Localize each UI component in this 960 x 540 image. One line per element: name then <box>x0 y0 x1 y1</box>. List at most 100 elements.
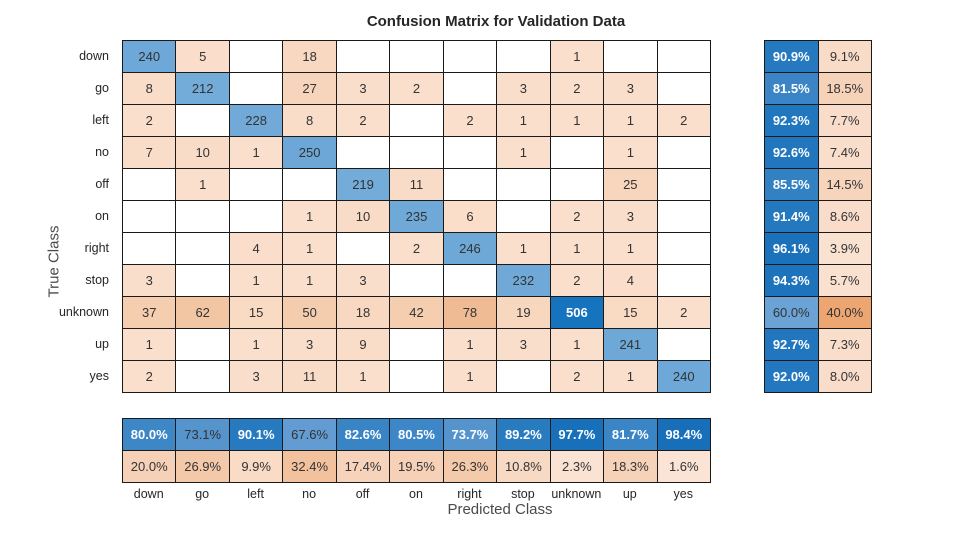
column-summary-cell: 73.1% <box>176 419 230 451</box>
row-summary-cell: 7.4% <box>818 137 872 169</box>
matrix-cell: 1 <box>497 105 551 137</box>
matrix-cell: 3 <box>283 329 337 361</box>
matrix-cell <box>390 329 444 361</box>
row-summary-cell: 92.3% <box>765 105 819 137</box>
matrix-cell: 1 <box>283 233 337 265</box>
matrix-cell <box>176 329 230 361</box>
matrix-cell <box>657 41 711 73</box>
matrix-cell: 1 <box>604 233 658 265</box>
x-axis-label: Predicted Class <box>447 501 553 518</box>
matrix-cell: 1 <box>550 329 605 361</box>
matrix-cell: 2 <box>550 361 605 393</box>
matrix-cell: 25 <box>604 169 658 201</box>
matrix-cell <box>497 169 551 201</box>
matrix-cell: 506 <box>550 297 605 329</box>
matrix-cell: 4 <box>604 265 658 297</box>
row-summary-cell: 8.0% <box>818 361 872 393</box>
row-summary-grid: 90.9% 9.1% 81.5% 18.5% 92.3% 7.7% 92.6% 7.4% 85.… <box>764 40 872 393</box>
matrix-cell: 240 <box>123 41 177 73</box>
row-summary-cell: 92.6% <box>765 137 819 169</box>
matrix-cell: 1 <box>497 137 551 169</box>
column-summary-cell: 10.8% <box>497 451 551 483</box>
matrix-cell: 15 <box>229 297 284 329</box>
column-tick-label: down <box>133 486 164 501</box>
matrix-cell: 3 <box>336 73 391 105</box>
matrix-cell: 37 <box>123 297 177 329</box>
matrix-cell: 11 <box>390 169 444 201</box>
matrix-cell: 3 <box>604 201 658 233</box>
column-tick-label: right <box>457 486 482 501</box>
matrix-cell: 1 <box>229 265 284 297</box>
row-summary-cell: 85.5% <box>765 169 819 201</box>
matrix-cell: 1 <box>176 169 230 201</box>
column-summary-cell: 32.4% <box>283 451 337 483</box>
matrix-cell <box>123 201 177 233</box>
column-tick-label: unknown <box>551 486 602 501</box>
column-summary-cell: 81.7% <box>604 419 658 451</box>
matrix-cell <box>657 233 711 265</box>
matrix-cell: 18 <box>336 297 391 329</box>
column-summary-cell: 98.4% <box>657 419 711 451</box>
matrix-cell: 219 <box>336 169 391 201</box>
matrix-cell: 3 <box>604 73 658 105</box>
row-summary-cell: 96.1% <box>765 233 819 265</box>
matrix-cell: 3 <box>229 361 284 393</box>
column-summary-cell: 26.3% <box>443 451 498 483</box>
matrix-cell: 15 <box>604 297 658 329</box>
column-tick-label: go <box>195 486 210 501</box>
matrix-cell <box>176 361 230 393</box>
matrix-cell: 1 <box>229 137 284 169</box>
column-summary-cell: 26.9% <box>176 451 230 483</box>
matrix-cell: 2 <box>123 105 177 137</box>
column-summary-cell: 80.5% <box>390 419 444 451</box>
column-summary-cell: 20.0% <box>123 451 177 483</box>
matrix-cell <box>657 201 711 233</box>
matrix-cell: 246 <box>443 233 498 265</box>
column-tick-label: on <box>409 486 423 501</box>
matrix-cell <box>336 137 391 169</box>
column-tick-label: off <box>355 486 370 501</box>
matrix-cell: 2 <box>443 105 498 137</box>
row-summary-cell: 7.3% <box>818 329 872 361</box>
column-summary-cell: 97.7% <box>550 419 605 451</box>
matrix-cell <box>657 137 711 169</box>
matrix-cell <box>443 73 498 105</box>
matrix-cell <box>497 201 551 233</box>
matrix-cell <box>336 41 391 73</box>
matrix-cell <box>550 169 605 201</box>
matrix-cell <box>657 73 711 105</box>
row-tick-label: unknown <box>58 305 109 319</box>
row-summary-cell: 5.7% <box>818 265 872 297</box>
column-summary-cell: 17.4% <box>336 451 391 483</box>
matrix-cell: 240 <box>657 361 711 393</box>
matrix-cell: 2 <box>390 73 444 105</box>
matrix-cell <box>390 265 444 297</box>
matrix-cell: 8 <box>283 105 337 137</box>
matrix-cell <box>176 233 230 265</box>
row-tick-label: up <box>95 337 109 351</box>
row-summary-cell: 94.3% <box>765 265 819 297</box>
matrix-cell <box>390 41 444 73</box>
row-summary-cell: 60.0% <box>765 297 819 329</box>
row-summary-cell: 18.5% <box>818 73 872 105</box>
matrix-cell: 232 <box>497 265 551 297</box>
matrix-cell <box>604 41 658 73</box>
chart-title: Confusion Matrix for Validation Data <box>366 13 626 30</box>
matrix-cell: 1 <box>123 329 177 361</box>
row-tick-label: stop <box>85 273 109 287</box>
column-tick-label: no <box>302 486 317 501</box>
matrix-cell: 8 <box>123 73 177 105</box>
matrix-cell <box>229 73 284 105</box>
row-summary-cell: 7.7% <box>818 105 872 137</box>
matrix-cell: 1 <box>550 41 605 73</box>
matrix-cell: 4 <box>229 233 284 265</box>
row-tick-label: on <box>95 209 109 223</box>
matrix-cell: 19 <box>497 297 551 329</box>
matrix-cell: 3 <box>497 73 551 105</box>
matrix-cell: 11 <box>283 361 337 393</box>
column-summary-cell: 2.3% <box>550 451 605 483</box>
matrix-cell: 3 <box>123 265 177 297</box>
matrix-cell: 235 <box>390 201 444 233</box>
matrix-cell: 18 <box>283 41 337 73</box>
